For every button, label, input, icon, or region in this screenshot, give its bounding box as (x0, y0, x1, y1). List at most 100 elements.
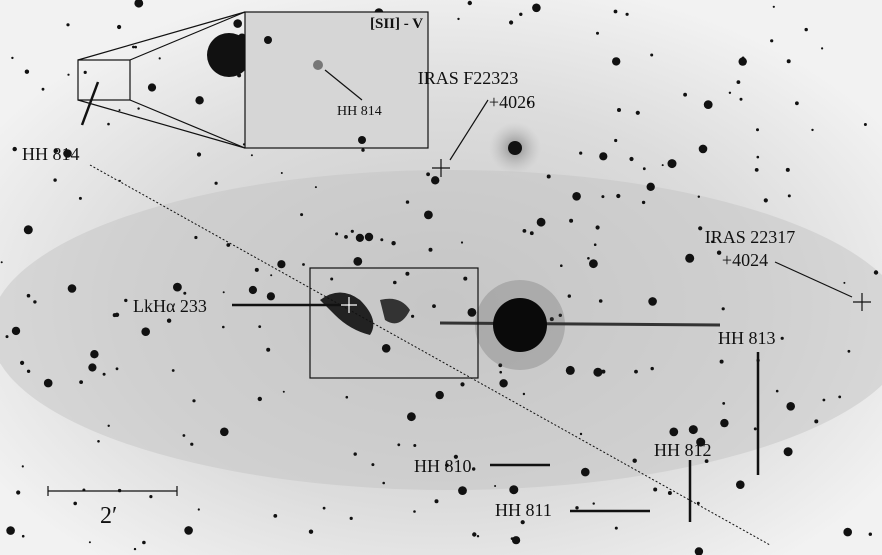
star (411, 315, 414, 318)
star (159, 57, 161, 59)
star (757, 156, 760, 159)
star (537, 218, 546, 227)
star (277, 260, 285, 268)
star (346, 396, 349, 399)
star (848, 350, 851, 353)
star (194, 236, 197, 239)
label: +4024 (722, 250, 768, 270)
star (436, 391, 444, 399)
star (429, 248, 433, 252)
star (788, 194, 791, 197)
star (406, 200, 409, 203)
inset-star (358, 136, 366, 144)
star (117, 25, 121, 29)
star (266, 348, 270, 352)
star (88, 363, 96, 371)
star (354, 452, 357, 455)
star (587, 257, 590, 260)
inset-label: HH 814 (337, 104, 382, 119)
star (173, 283, 182, 292)
star (698, 226, 702, 230)
star (617, 108, 621, 112)
star (787, 59, 791, 63)
star (27, 370, 30, 373)
star (468, 308, 477, 317)
star (432, 304, 436, 308)
star (79, 380, 83, 384)
star (566, 366, 575, 375)
star (393, 281, 397, 285)
star (42, 88, 45, 91)
star (233, 19, 242, 28)
star (642, 201, 645, 204)
star (382, 344, 391, 353)
star (27, 294, 31, 298)
star (499, 379, 507, 387)
star (302, 263, 305, 266)
star (643, 167, 646, 170)
star (615, 527, 618, 530)
star (220, 428, 229, 437)
label: HH 811 (495, 500, 552, 520)
star (572, 192, 581, 201)
star (407, 412, 416, 421)
star (699, 145, 708, 154)
star (149, 495, 152, 498)
star (755, 168, 759, 172)
label: HH 810 (414, 456, 472, 476)
star (823, 399, 826, 402)
inset-object (313, 60, 323, 70)
star (323, 507, 326, 510)
star (838, 396, 841, 399)
star (596, 225, 600, 229)
star (460, 382, 464, 386)
star (581, 468, 590, 477)
star (431, 176, 439, 184)
star (267, 292, 275, 300)
star (633, 459, 637, 463)
star (689, 425, 698, 434)
label: HH 812 (654, 440, 712, 460)
star (258, 325, 261, 328)
star (132, 46, 135, 49)
star (685, 254, 694, 263)
star (616, 194, 620, 198)
star (25, 70, 29, 74)
star (361, 148, 364, 151)
star (148, 83, 156, 91)
star (720, 419, 728, 427)
star (107, 123, 110, 126)
star (137, 107, 139, 109)
star (523, 393, 525, 395)
star (811, 129, 813, 131)
star (698, 196, 700, 198)
star (843, 282, 845, 284)
star (569, 219, 573, 223)
star (207, 33, 251, 77)
star (579, 152, 582, 155)
label: IRAS 22317 (705, 227, 796, 247)
star (722, 307, 725, 310)
star (44, 379, 53, 388)
star (599, 299, 603, 303)
star (350, 517, 353, 520)
star (426, 172, 430, 176)
star (103, 373, 106, 376)
star (116, 367, 119, 370)
star (6, 526, 15, 535)
star (493, 298, 547, 352)
star (365, 233, 373, 241)
astro-image: [SII] - V HH 814 HH 814 IRAS F22323 +402… (0, 0, 882, 555)
star (776, 390, 779, 393)
star (197, 152, 201, 156)
star (722, 402, 725, 405)
label: HH 813 (718, 328, 776, 348)
star (874, 270, 878, 274)
star (215, 182, 218, 185)
star (651, 367, 654, 370)
star (89, 541, 91, 543)
star (258, 397, 262, 401)
star (805, 28, 808, 31)
star (756, 128, 759, 131)
star (382, 482, 385, 485)
